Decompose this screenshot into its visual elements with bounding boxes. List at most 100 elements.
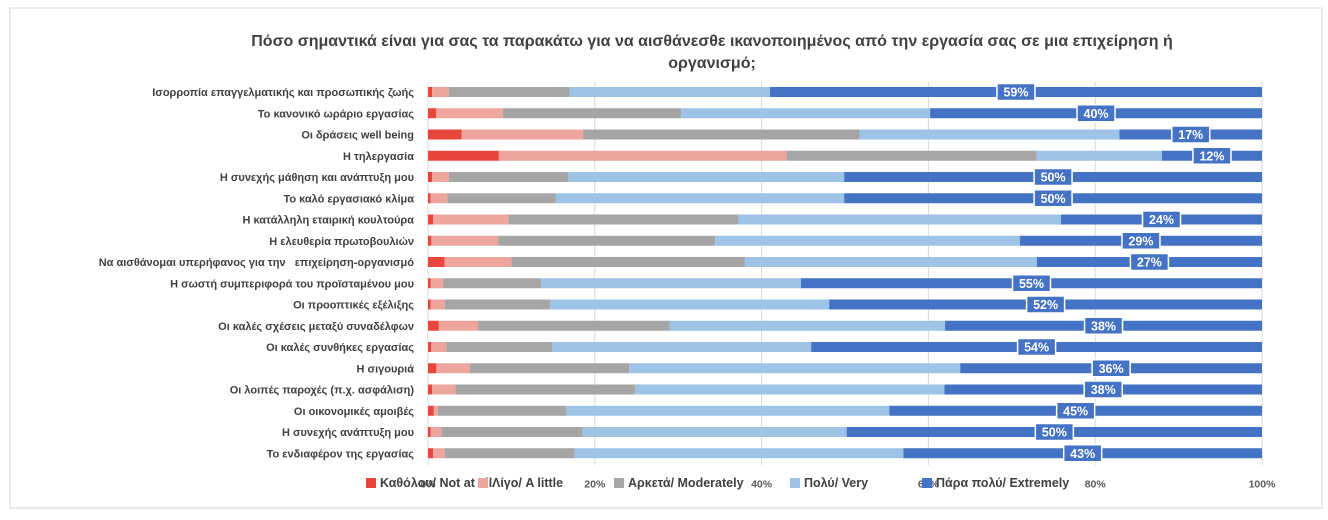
- bar-segment: [786, 150, 1037, 161]
- bar-segment: [582, 427, 847, 437]
- data-label: 50%: [1042, 426, 1067, 440]
- bar-segment: [498, 150, 787, 161]
- bar-segment: [502, 108, 682, 119]
- bar-segment: [738, 214, 1062, 225]
- category-label: Οι προοπτικές εξέλιξης: [293, 300, 414, 312]
- bar-segment: [444, 257, 512, 267]
- bar-segment: [428, 108, 437, 119]
- category-label: Οι οικονομικές αμοιβές: [294, 406, 414, 418]
- category-label: Η κατάλληλη εταιρική κουλτούρα: [243, 215, 415, 227]
- legend-label: Αρκετά/ Moderately: [628, 476, 744, 490]
- bar-segment: [508, 214, 739, 225]
- data-label-box: [1025, 295, 1066, 314]
- data-label: 12%: [1199, 149, 1224, 163]
- gridlines: [427, 82, 1263, 466]
- bar-segment: [461, 129, 584, 140]
- bar-segment: [430, 193, 448, 204]
- bar-segment: [441, 427, 583, 437]
- data-label: 54%: [1024, 341, 1049, 355]
- category-label: Η σιγουριά: [357, 363, 415, 375]
- data-label-box: [1011, 274, 1052, 293]
- legend-swatch: [790, 478, 800, 488]
- bar-segment: [428, 193, 431, 204]
- bar-segment: [469, 363, 630, 374]
- data-labels: 59% 40% 17% 12% 50% 50% 24% 29% 27% 55% 52% 38% 54% 3…: [996, 82, 1232, 463]
- data-label-box: [1055, 401, 1096, 420]
- data-label: 36%: [1099, 362, 1124, 376]
- category-label: Οι καλές συνθήκες εργασίας: [266, 342, 414, 354]
- bar-segment: [428, 363, 437, 374]
- data-label: 50%: [1041, 171, 1066, 185]
- bar-segment: [428, 448, 434, 459]
- bar-segment: [432, 172, 449, 182]
- data-label-box: [1062, 444, 1103, 463]
- data-label: 50%: [1041, 192, 1066, 206]
- legend-label: Καθόλου/ Not at all: [380, 476, 492, 490]
- x-tick-label: 20%: [584, 478, 606, 490]
- data-label-box: [1033, 189, 1073, 208]
- bar-segment: [574, 448, 904, 459]
- bar-segment: [1036, 150, 1162, 161]
- legend-swatch: [366, 478, 376, 488]
- bar-segment: [436, 108, 503, 119]
- bar-segment: [428, 384, 433, 395]
- bar-segment: [430, 299, 445, 310]
- bar-segment: [635, 384, 945, 395]
- data-label-box: [1141, 210, 1182, 229]
- bar-segment: [552, 342, 812, 352]
- bar-segment: [555, 193, 845, 204]
- data-label-box: [996, 82, 1036, 102]
- category-label: Ισορροπία επαγγελματικής και προσωπικής …: [152, 87, 414, 99]
- data-label: 29%: [1128, 234, 1153, 248]
- bar-segment: [433, 214, 509, 225]
- bar-segment: [437, 405, 567, 416]
- category-label: Το κανονικό ωράριο εργασίας: [258, 108, 415, 120]
- category-label: Η σωστή συμπεριφορά του προϊσταμένου μου: [170, 278, 414, 290]
- data-label: 45%: [1063, 404, 1088, 418]
- bar-segment: [498, 235, 716, 246]
- legend-label: Πολύ/ Very: [804, 476, 868, 490]
- bar-segment: [438, 320, 479, 331]
- legend-swatch: [922, 478, 932, 488]
- data-label-box: [1129, 252, 1170, 272]
- bar-segment: [447, 193, 556, 204]
- bar-segment: [444, 299, 551, 310]
- legend-label: Πάρα πολύ/ Extremely: [936, 476, 1069, 490]
- category-label: Η τηλεργασία: [343, 151, 414, 163]
- category-label: Οι λοιπές παροχές (π.χ. ασφάλιση): [230, 385, 415, 397]
- bar-segment: [428, 129, 462, 140]
- bar-segment: [566, 405, 890, 416]
- bar-segment: [432, 87, 449, 97]
- data-label: 27%: [1137, 256, 1162, 270]
- bar-segment: [436, 363, 470, 374]
- bar-segment: [511, 257, 745, 267]
- bar-segment: [428, 299, 431, 310]
- category-labels: Ισορροπία επαγγελματικής και προσωπικής …: [99, 87, 415, 460]
- bar-segment: [744, 257, 1037, 267]
- data-label-box: [1083, 316, 1124, 335]
- bar-segment: [428, 150, 499, 161]
- bar-segment: [432, 384, 456, 395]
- category-label: Οι καλές σχέσεις μεταξύ συναδέλφων: [218, 321, 414, 333]
- bar-segment: [428, 214, 434, 225]
- bar-segment: [428, 320, 439, 331]
- data-label-box: [1121, 231, 1161, 250]
- bar-segment: [859, 129, 1120, 140]
- bar-segment: [669, 320, 946, 331]
- bar-segment: [715, 235, 1020, 246]
- bar-segment: [433, 405, 438, 416]
- bar-segment: [430, 278, 444, 289]
- bar-segment: [568, 172, 845, 182]
- bar-segment: [431, 235, 499, 246]
- data-label-box: [1192, 146, 1232, 165]
- bar-segment: [428, 405, 434, 416]
- x-tick-label: 0%: [420, 478, 436, 490]
- data-label: 38%: [1091, 383, 1116, 397]
- category-label: Η ελευθερία πρωτοβουλιών: [269, 236, 414, 248]
- chart-title-line-2: οργανισμό;: [668, 55, 756, 72]
- category-label: Να αισθάνομαι υπερήφανος για την επιχείρ…: [99, 257, 415, 269]
- chart-title-line-1: Πόσο σημαντικά είναι για σας τα παρακάτω…: [251, 33, 1173, 50]
- x-axis-ticks: 0%20%40%60%80%100%: [420, 478, 1276, 490]
